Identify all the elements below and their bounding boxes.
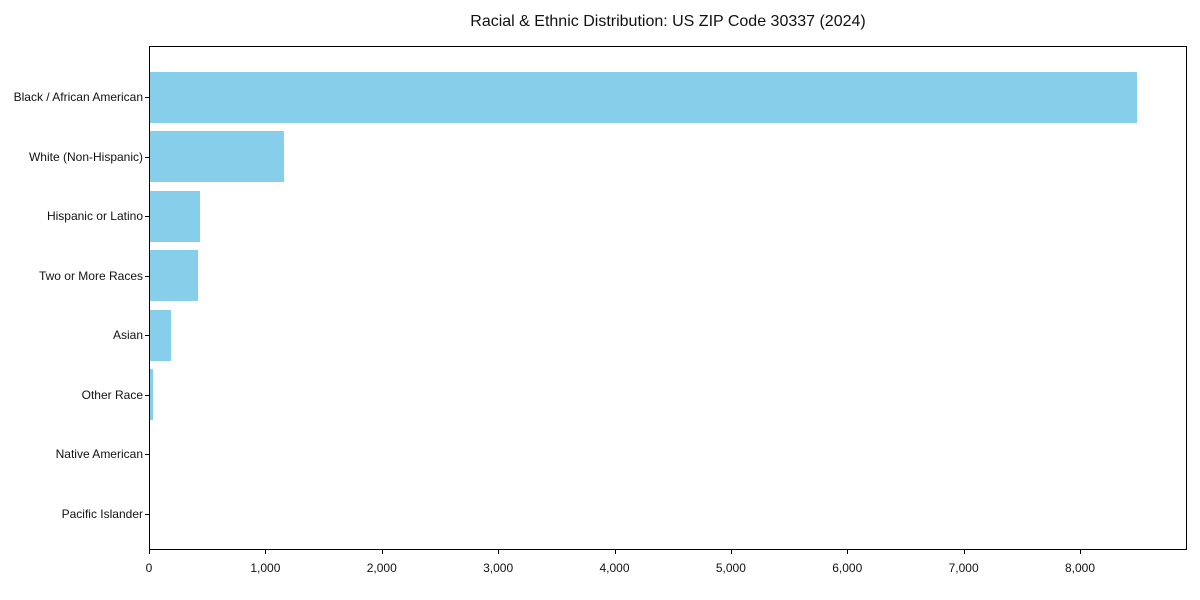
y-tick-mark [145,275,149,277]
x-tick-label: 3,000 [483,561,514,575]
x-tick-label: 1,000 [250,561,281,575]
y-tick-label: White (Non-Hispanic) [28,149,143,164]
x-tick-mark [265,550,267,554]
x-tick-mark [498,550,500,554]
x-tick-label: 4,000 [599,561,630,575]
bar [150,71,1137,123]
y-tick-label: Hispanic or Latino [46,209,143,224]
x-tick-label: 8,000 [1064,561,1096,575]
bar [150,190,201,242]
y-tick-mark [145,513,149,515]
y-tick-mark [145,454,149,456]
x-tick-mark [963,550,965,554]
bar [150,369,154,421]
x-tick-label: 7,000 [948,561,979,575]
bar [150,250,198,302]
x-tick-label: 5,000 [715,561,746,575]
x-tick-mark [149,550,150,554]
y-tick-label: Two or More Races [38,268,143,283]
y-tick-mark [145,216,149,218]
x-tick-label: 0 [145,561,153,575]
bar [150,309,171,361]
y-tick-label: Other Race [81,387,143,402]
y-tick-mark [145,156,149,158]
x-tick-mark [1080,550,1081,554]
x-tick-mark [614,550,616,554]
plot-area [149,46,1187,550]
y-tick-label: Black / African American [13,90,143,104]
x-tick-mark [847,550,849,554]
x-tick-label: 6,000 [832,561,863,575]
y-tick-label: Asian [112,328,143,343]
y-tick-mark [145,335,149,337]
x-tick-mark [730,550,732,554]
y-tick-label: Pacific Islander [61,506,143,521]
chart-title: Racial & Ethnic Distribution: US ZIP Cod… [470,13,866,30]
y-tick-mark [145,394,149,396]
x-tick-label: 2,000 [366,561,397,575]
x-tick-mark [381,550,383,554]
y-tick-label: Native American [55,447,143,462]
y-tick-mark [145,97,149,98]
bar [150,131,284,183]
